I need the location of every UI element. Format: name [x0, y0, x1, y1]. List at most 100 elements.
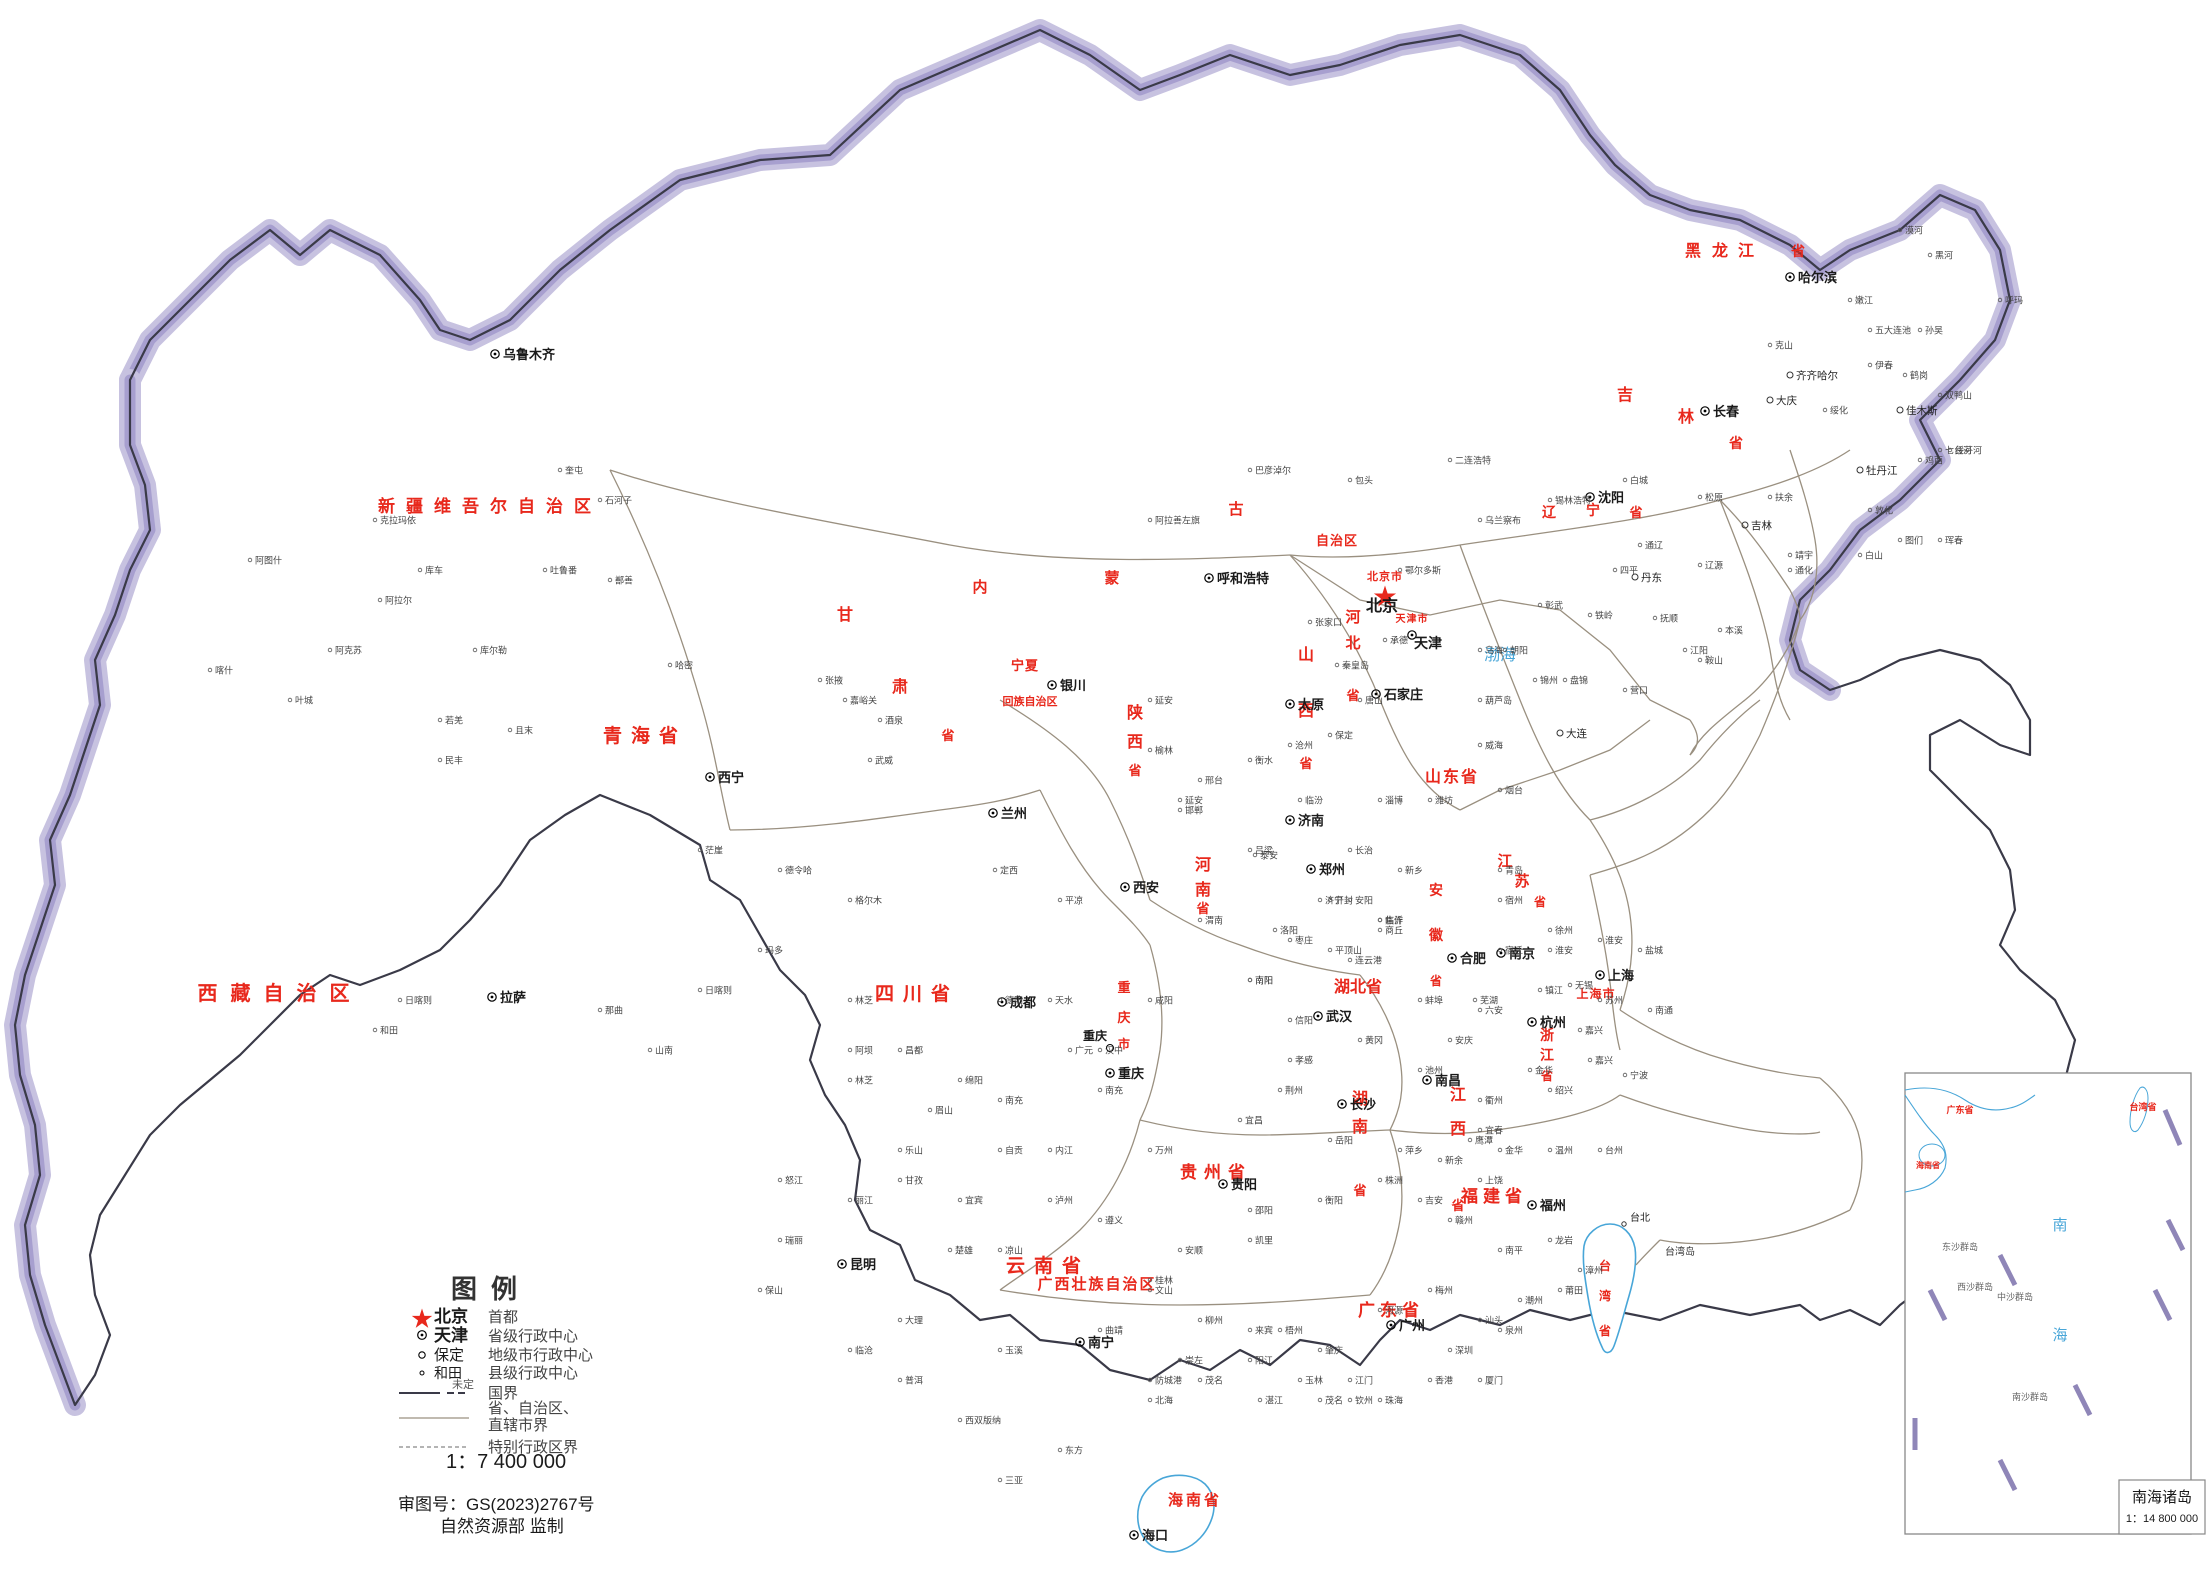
svg-text:邢台: 邢台 — [1205, 775, 1223, 786]
svg-text:黑: 黑 — [1685, 242, 1701, 260]
svg-text:鄂尔多斯: 鄂尔多斯 — [1405, 565, 1441, 576]
svg-text:靖宇: 靖宇 — [1795, 550, 1813, 561]
svg-text:西安: 西安 — [1133, 880, 1159, 895]
svg-text:湖北省: 湖北省 — [1334, 977, 1382, 996]
svg-text:四川省: 四川省 — [875, 983, 959, 1005]
svg-text:南: 南 — [2052, 1217, 2067, 1234]
svg-text:海口: 海口 — [1142, 1528, 1168, 1543]
svg-text:徐州: 徐州 — [1555, 925, 1573, 936]
svg-text:酒泉: 酒泉 — [885, 715, 903, 726]
svg-text:连云港: 连云港 — [1355, 955, 1382, 966]
svg-text:南平: 南平 — [1505, 1245, 1523, 1256]
svg-text:三亚: 三亚 — [1005, 1476, 1023, 1486]
svg-text:柳州: 柳州 — [1205, 1315, 1223, 1326]
svg-text:淮安: 淮安 — [1555, 945, 1573, 956]
svg-text:山: 山 — [1298, 646, 1314, 664]
svg-text:省: 省 — [1429, 973, 1442, 988]
svg-text:南: 南 — [1352, 1117, 1368, 1136]
svg-text:海: 海 — [2052, 1327, 2067, 1344]
svg-text:库尔勒: 库尔勒 — [480, 645, 507, 656]
svg-text:福州: 福州 — [1539, 1198, 1566, 1213]
svg-text:西: 西 — [1450, 1120, 1466, 1138]
svg-text:福建省: 福建省 — [1460, 1186, 1527, 1206]
svg-text:荆州: 荆州 — [1285, 1085, 1303, 1096]
svg-text:张掖: 张掖 — [825, 675, 843, 686]
svg-text:郑州: 郑州 — [1319, 862, 1345, 877]
svg-text:新余: 新余 — [1445, 1155, 1463, 1166]
svg-text:安阳: 安阳 — [1355, 895, 1373, 906]
svg-text:南宁: 南宁 — [1088, 1335, 1114, 1350]
svg-text:张家口: 张家口 — [1315, 617, 1342, 628]
svg-text:漠河: 漠河 — [1905, 225, 1923, 236]
svg-text:金华: 金华 — [1505, 1145, 1523, 1156]
svg-text:乌鲁木齐: 乌鲁木齐 — [503, 347, 556, 362]
svg-text:南通: 南通 — [1655, 1005, 1673, 1016]
svg-text:文山: 文山 — [1155, 1285, 1173, 1296]
svg-text:宿州: 宿州 — [1505, 895, 1523, 906]
svg-text:江: 江 — [1738, 242, 1754, 260]
svg-text:辽: 辽 — [1542, 504, 1557, 520]
svg-text:潮州: 潮州 — [1525, 1295, 1543, 1306]
svg-text:吉林: 吉林 — [1751, 519, 1773, 532]
svg-text:绥化: 绥化 — [1830, 405, 1848, 416]
svg-text:邯郸: 邯郸 — [1185, 805, 1203, 816]
svg-text:长春: 长春 — [1713, 404, 1740, 419]
svg-text:无锡: 无锡 — [1575, 981, 1593, 991]
svg-text:海南省: 海南省 — [1168, 1491, 1222, 1509]
svg-text:楚雄: 楚雄 — [955, 1245, 973, 1256]
svg-text:淮安: 淮安 — [1605, 935, 1623, 946]
svg-text:焦作: 焦作 — [1385, 915, 1403, 926]
svg-text:太原: 太原 — [1297, 697, 1324, 712]
svg-text:孙吴: 孙吴 — [1925, 325, 1943, 336]
svg-text:杭州: 杭州 — [1540, 1015, 1566, 1030]
svg-text:奎屯: 奎屯 — [565, 465, 583, 476]
svg-text:图们: 图们 — [1905, 535, 1923, 546]
svg-text:叶城: 叶城 — [295, 696, 313, 706]
svg-text:西宁: 西宁 — [718, 770, 744, 785]
svg-text:鹰潭: 鹰潭 — [1475, 1135, 1493, 1146]
svg-text:肃: 肃 — [892, 678, 908, 696]
svg-text:安: 安 — [1429, 882, 1443, 898]
svg-text:延安: 延安 — [1185, 795, 1203, 806]
svg-text:乌兰察布: 乌兰察布 — [1485, 515, 1521, 526]
svg-text:自贡: 自贡 — [1005, 1145, 1023, 1156]
svg-text:克拉玛依: 克拉玛依 — [380, 515, 416, 526]
svg-text:鸡西: 鸡西 — [1925, 455, 1943, 466]
svg-text:玛多: 玛多 — [765, 945, 783, 956]
svg-text:淄博: 淄博 — [1385, 795, 1403, 806]
svg-text:黑河: 黑河 — [1935, 250, 1953, 261]
svg-text:台北: 台北 — [1630, 1211, 1650, 1224]
svg-text:扶余: 扶余 — [1775, 492, 1793, 503]
svg-text:内: 内 — [972, 578, 987, 596]
svg-text:南充: 南充 — [1105, 1085, 1123, 1096]
svg-text:漳州: 漳州 — [1585, 1265, 1603, 1276]
svg-text:锡林浩特: 锡林浩特 — [1555, 495, 1591, 506]
svg-text:甘: 甘 — [837, 606, 853, 624]
svg-text:潍坊: 潍坊 — [1435, 795, 1453, 806]
svg-text:辽源: 辽源 — [1705, 561, 1723, 571]
svg-text:阿坝: 阿坝 — [855, 1046, 873, 1056]
svg-text:省: 省 — [1195, 901, 1209, 916]
svg-text:广州: 广州 — [1399, 1318, 1425, 1333]
svg-text:凯里: 凯里 — [1255, 1235, 1273, 1246]
svg-text:葫芦岛: 葫芦岛 — [1485, 695, 1512, 706]
svg-text:德令哈: 德令哈 — [785, 865, 812, 876]
svg-text:本溪: 本溪 — [1725, 625, 1743, 636]
svg-text:天津: 天津 — [1414, 635, 1442, 651]
svg-text:台州: 台州 — [1605, 1145, 1623, 1156]
svg-text:湾: 湾 — [1599, 1288, 1611, 1303]
svg-text:1：14 800 000: 1：14 800 000 — [2126, 1513, 2198, 1525]
svg-text:和田: 和田 — [380, 1026, 398, 1036]
svg-text:咸阳: 咸阳 — [1155, 995, 1173, 1006]
svg-text:新疆维吾尔自治区: 新疆维吾尔自治区 — [378, 496, 602, 516]
svg-text:武汉: 武汉 — [1326, 1009, 1353, 1024]
svg-text:遵义: 遵义 — [1105, 1215, 1123, 1226]
svg-text:北京: 北京 — [1366, 596, 1398, 615]
svg-text:重庆: 重庆 — [1083, 1028, 1107, 1043]
svg-text:江门: 江门 — [1355, 1375, 1373, 1386]
svg-text:怒江: 怒江 — [785, 1175, 803, 1186]
svg-text:龙: 龙 — [1711, 241, 1728, 260]
svg-text:洛阳: 洛阳 — [1280, 925, 1298, 936]
svg-text:保定: 保定 — [434, 1347, 464, 1364]
svg-text:中沙群岛: 中沙群岛 — [1997, 1291, 2033, 1302]
